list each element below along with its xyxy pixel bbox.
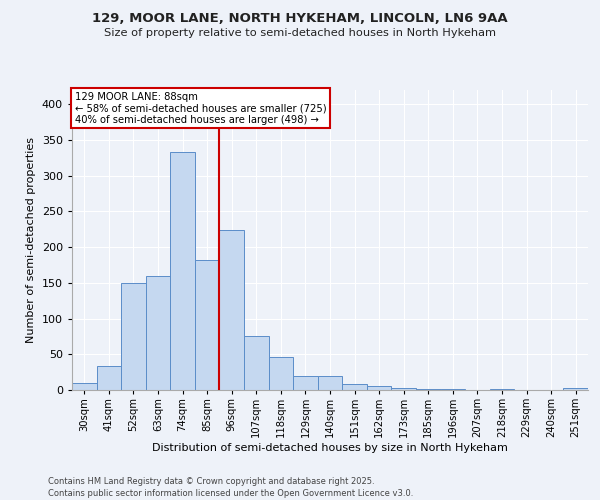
Bar: [293, 376, 318, 390]
Bar: [244, 336, 269, 390]
Y-axis label: Number of semi-detached properties: Number of semi-detached properties: [26, 137, 36, 343]
X-axis label: Distribution of semi-detached houses by size in North Hykeham: Distribution of semi-detached houses by …: [152, 443, 508, 453]
Bar: [97, 366, 121, 390]
Bar: [220, 230, 244, 390]
Bar: [416, 388, 440, 390]
Bar: [72, 383, 97, 390]
Text: 129, MOOR LANE, NORTH HYKEHAM, LINCOLN, LN6 9AA: 129, MOOR LANE, NORTH HYKEHAM, LINCOLN, …: [92, 12, 508, 26]
Bar: [342, 384, 367, 390]
Text: Size of property relative to semi-detached houses in North Hykeham: Size of property relative to semi-detach…: [104, 28, 496, 38]
Text: 129 MOOR LANE: 88sqm
← 58% of semi-detached houses are smaller (725)
40% of semi: 129 MOOR LANE: 88sqm ← 58% of semi-detac…: [74, 92, 326, 124]
Bar: [391, 388, 416, 390]
Bar: [367, 386, 391, 390]
Bar: [318, 376, 342, 390]
Bar: [170, 152, 195, 390]
Bar: [563, 388, 588, 390]
Bar: [269, 357, 293, 390]
Text: Contains HM Land Registry data © Crown copyright and database right 2025.
Contai: Contains HM Land Registry data © Crown c…: [48, 476, 413, 498]
Bar: [121, 283, 146, 390]
Bar: [146, 276, 170, 390]
Bar: [195, 260, 220, 390]
